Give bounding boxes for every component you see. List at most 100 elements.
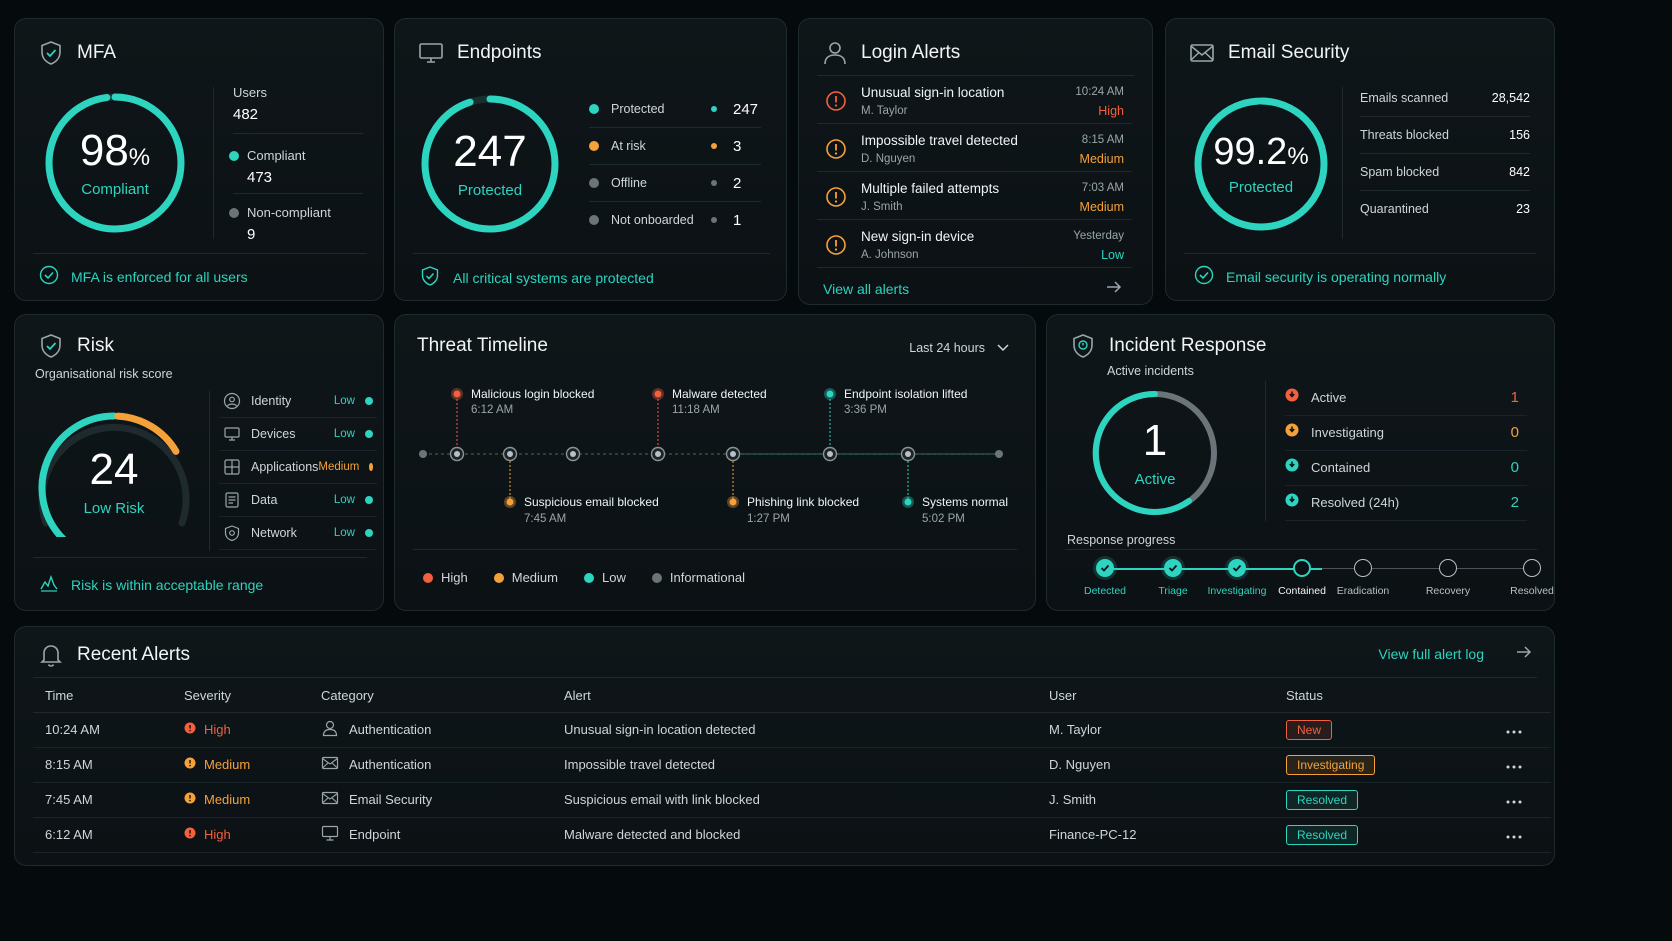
legend-label: High (441, 570, 468, 585)
progress-step: Eradication (1323, 559, 1403, 597)
login-alerts-card: Login Alerts View all alerts Unusual sig… (798, 18, 1153, 305)
mfa-noncompliant-value: 9 (247, 226, 256, 243)
more-options-icon[interactable] (1506, 827, 1522, 842)
endpoint-stat-row: Not onboarded 1 (589, 208, 761, 232)
status-dot-small (711, 143, 717, 149)
timeline-event-marker (506, 498, 514, 506)
login-alert-severity: Low (1101, 248, 1124, 262)
timeline-event-time: 3:36 PM (844, 404, 887, 416)
severity-icon (184, 792, 196, 807)
timeline-event-time: 1:27 PM (747, 513, 790, 525)
category-label: Authentication (349, 757, 432, 772)
email-ring: 99.2% Protected (1190, 93, 1332, 235)
incident-stat-label: Contained (1311, 460, 1371, 475)
progress-step: Contained (1262, 559, 1342, 597)
timeline-event-label: Endpoint isolation lifted (844, 387, 968, 401)
timeline-node-core (507, 451, 513, 457)
cell-alert: Malware detected and blocked (552, 817, 1037, 853)
timeline-node-core (905, 451, 911, 457)
risk-level: Low (333, 494, 355, 506)
login-alert-time: Yesterday (1073, 230, 1124, 242)
category-label: Email Security (349, 792, 433, 807)
data-icon (223, 491, 241, 509)
devices-icon (223, 425, 241, 443)
status-dot-small (711, 180, 717, 186)
legend-label: Medium (511, 570, 558, 585)
timeline-node-core (570, 451, 576, 457)
table-row[interactable]: 8:15 AM Medium Authentication Impossible tr… (33, 747, 1551, 783)
endpoint-stat-label: Not onboarded (611, 213, 694, 227)
table-row[interactable]: 10:24 AM High Authentication Unusual sign-i… (33, 712, 1551, 748)
mfa-users-value: 482 (233, 106, 259, 123)
legend-label: Informational (669, 570, 746, 585)
incident-stat-row: Active 1 (1285, 380, 1527, 416)
more-options-icon[interactable] (1506, 757, 1522, 772)
check-circle-icon (1194, 265, 1214, 288)
cell-category: Endpoint (309, 817, 552, 853)
email-stat-value: 28,542 (1491, 91, 1530, 105)
risk-level: Low (333, 395, 355, 407)
mail-icon (321, 754, 339, 775)
risk-card: Risk Organisational risk score 24 Low Ri… (14, 314, 384, 611)
cell-actions (1494, 782, 1551, 818)
cell-user: Finance-PC-12 (1037, 817, 1274, 853)
cell-time: 7:45 AM (33, 782, 172, 818)
endpoint-stat-value: 3 (733, 137, 742, 155)
step-pending-icon (1439, 559, 1457, 577)
status-badge: Investigating (1286, 754, 1376, 775)
progress-step-label: Detected (1083, 585, 1127, 597)
more-options-icon[interactable] (1506, 722, 1522, 737)
progress-step-label: Recovery (1425, 585, 1471, 597)
user-icon (321, 719, 339, 740)
endpoint-stat-label: At risk (611, 139, 646, 153)
category-label: Endpoint (349, 827, 401, 842)
compliant-dot (229, 150, 239, 161)
login-alert-item[interactable]: New sign-in device A. Johnson Yesterday Low (817, 220, 1132, 268)
risk-status: Low Risk (83, 499, 145, 517)
time-range-dropdown[interactable]: Last 24 hours (909, 341, 1009, 355)
status-badge: Resolved (1286, 824, 1359, 845)
applications-icon (223, 458, 241, 476)
login-alert-title: Impossible travel detected (861, 133, 1018, 148)
email-stat-row: Spam blocked 842 (1360, 161, 1530, 183)
risk-title: Risk (37, 332, 114, 360)
timeline-event-marker (654, 390, 662, 398)
login-alert-item[interactable]: Multiple failed attempts J. Smith 7:03 AM M… (817, 172, 1132, 220)
table-row[interactable]: 6:12 AM High Endpoint Malware detected and … (33, 817, 1551, 853)
timeline-event-time: 6:12 AM (471, 404, 514, 416)
cell-alert: Impossible travel detected (552, 747, 1037, 783)
endpoints-total: 247 (453, 126, 527, 176)
email-footer: Email security is operating normally (1226, 268, 1447, 285)
risk-category-row: Applications Medium (219, 451, 377, 484)
network-icon (223, 524, 241, 542)
endpoints-status: Protected (457, 181, 523, 199)
login-alert-item[interactable]: Unusual sign-in location M. Taylor 10:24 A… (817, 76, 1132, 124)
risk-level-dot (369, 463, 373, 471)
col-time: Time (33, 679, 172, 713)
incident-ring: 1 Active (1089, 387, 1221, 519)
incident-count: 1 (1142, 415, 1168, 465)
mfa-compliant-value: 473 (247, 169, 273, 186)
col-status: Status (1274, 679, 1494, 713)
more-options-icon[interactable] (1506, 792, 1522, 807)
cell-user: D. Nguyen (1037, 747, 1274, 783)
legend-item: Informational (651, 570, 746, 585)
incident-stat-value: 1 (1510, 389, 1519, 406)
login-alert-item[interactable]: Impossible travel detected D. Nguyen 8:15 … (817, 124, 1132, 172)
cell-category: Email Security (309, 782, 552, 818)
timeline-event-marker (453, 390, 461, 398)
cell-status: Resolved (1274, 817, 1494, 853)
risk-category-label: Identity (251, 394, 292, 408)
view-full-alert-log-link[interactable]: View full alert log (1378, 645, 1532, 662)
timeline-node-core (655, 451, 661, 457)
progress-step: Investigating (1197, 559, 1277, 597)
timeline-event-label: Malicious login blocked (471, 387, 595, 401)
risk-gauge: 24 Low Risk (33, 407, 195, 543)
table-row[interactable]: 7:45 AM Medium Email Security Suspicious em… (33, 782, 1551, 818)
recent-alerts-table: Time Severity Category Alert User Status… (33, 679, 1551, 853)
mfa-title: MFA (37, 39, 116, 67)
mfa-percent: 98 (79, 125, 129, 175)
email-stat-label: Emails scanned (1360, 91, 1449, 105)
response-progress-label: Response progress (1067, 533, 1176, 547)
view-all-alerts-link[interactable]: View all alerts (823, 280, 1122, 297)
